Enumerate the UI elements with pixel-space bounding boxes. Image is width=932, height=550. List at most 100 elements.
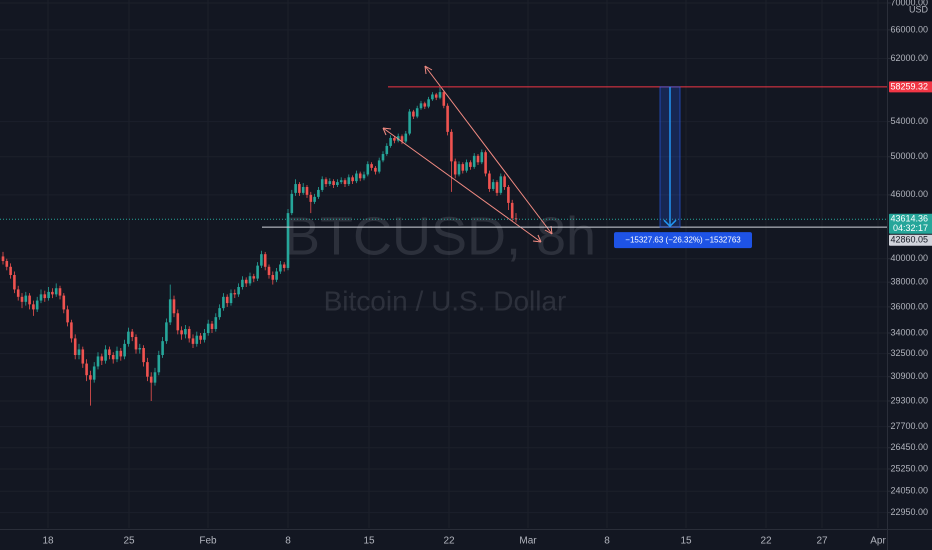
y-tick-label: 40000.00 <box>890 253 928 263</box>
countdown-label: 04:32:17 <box>893 223 928 233</box>
x-tick-label: 15 <box>363 536 375 547</box>
candle-body <box>488 173 491 189</box>
candle-body <box>503 176 506 187</box>
candle-body <box>510 202 514 219</box>
candle-body <box>412 111 415 117</box>
candle-body <box>218 308 221 318</box>
candle-body <box>415 108 419 117</box>
candle-body <box>480 152 484 163</box>
measure-label: −15327.63 (−26.32%) −1532763 <box>625 235 741 244</box>
candle-body <box>138 348 142 350</box>
watermark-description: Bitcoin / U.S. Dollar <box>324 285 567 316</box>
candle-body <box>301 186 305 193</box>
candle-body <box>339 180 343 183</box>
candle-body <box>96 356 100 367</box>
candle-body <box>225 296 229 304</box>
candle-body <box>358 173 362 179</box>
candle-body <box>263 254 267 267</box>
candle-body <box>370 164 373 168</box>
candle-body <box>457 164 461 175</box>
candle-body <box>203 332 206 340</box>
x-tick-label: 8 <box>604 536 610 547</box>
candle-body <box>305 186 309 195</box>
candle-body <box>104 349 107 361</box>
candle-body <box>248 276 252 284</box>
candle-body <box>484 152 487 174</box>
y-tick-label: 30900.00 <box>890 371 928 381</box>
candle-body <box>168 299 172 323</box>
y-tick-label: 27700.00 <box>890 421 928 431</box>
candle-body <box>419 103 423 109</box>
candle-body <box>279 264 282 272</box>
candle-body <box>271 275 275 280</box>
candle-body <box>336 182 339 186</box>
y-tick-label: 25250.00 <box>890 463 928 473</box>
candle-body <box>89 375 92 380</box>
candle-body <box>66 309 69 323</box>
candle-body <box>229 293 233 304</box>
currency-label: USD <box>909 4 929 14</box>
price-label-box <box>889 234 932 246</box>
x-tick-label: 22 <box>760 536 772 547</box>
candle-body <box>275 271 278 280</box>
candle-body <box>5 261 9 267</box>
candle-body <box>431 94 434 100</box>
candle-body <box>294 184 297 193</box>
x-tick-label: 15 <box>680 536 692 547</box>
y-tick-label: 70000.00 <box>890 0 928 7</box>
candle-body <box>499 176 503 193</box>
candle-body <box>214 317 218 329</box>
candle-body <box>385 145 389 155</box>
price-label: 42860.05 <box>890 235 928 245</box>
candle-body <box>187 328 191 339</box>
candle-body <box>130 331 134 338</box>
arrow-head <box>382 127 542 243</box>
candle-body <box>446 105 449 132</box>
candle-body <box>317 189 320 197</box>
candle-body <box>313 196 316 202</box>
candle-body <box>260 254 263 266</box>
price-label-box <box>889 81 932 93</box>
candle-body <box>24 295 28 302</box>
candle-body <box>176 313 180 331</box>
trend-line <box>424 65 553 235</box>
candle-body <box>58 288 62 296</box>
candle-body <box>180 330 183 335</box>
candle-body <box>252 276 256 279</box>
candle-body <box>222 296 225 309</box>
candle-body <box>241 279 244 288</box>
candle-body <box>35 300 39 310</box>
x-tick-label: Apr <box>870 536 886 547</box>
candle-body <box>13 275 16 290</box>
candle-body <box>423 103 427 107</box>
candle-body <box>347 177 351 185</box>
candle-body <box>442 92 446 106</box>
candle-body <box>267 266 271 276</box>
candle-body <box>351 177 354 182</box>
candle-body <box>39 294 43 301</box>
candle-body <box>73 338 77 356</box>
candle-body <box>362 174 366 179</box>
y-tick-label: 54000.00 <box>890 116 928 126</box>
candle-body <box>404 133 408 142</box>
y-tick-label: 66000.00 <box>890 24 928 34</box>
candle-body <box>43 294 47 299</box>
candle-body <box>111 355 115 360</box>
price-label: 43614.36 <box>890 214 928 224</box>
candle-body <box>343 180 347 185</box>
candle-body <box>324 179 328 185</box>
candle-body <box>495 182 499 193</box>
candle-body <box>153 372 157 383</box>
candle-body <box>191 338 195 344</box>
y-tick-label: 32500.00 <box>890 348 928 358</box>
candles <box>1 86 518 406</box>
x-tick-label: 25 <box>123 536 135 547</box>
candle-body <box>20 296 24 302</box>
candle-body <box>476 155 480 163</box>
candle-body <box>256 265 259 279</box>
candle-body <box>377 160 381 172</box>
candle-body <box>469 162 472 167</box>
arrow-head <box>424 65 553 235</box>
